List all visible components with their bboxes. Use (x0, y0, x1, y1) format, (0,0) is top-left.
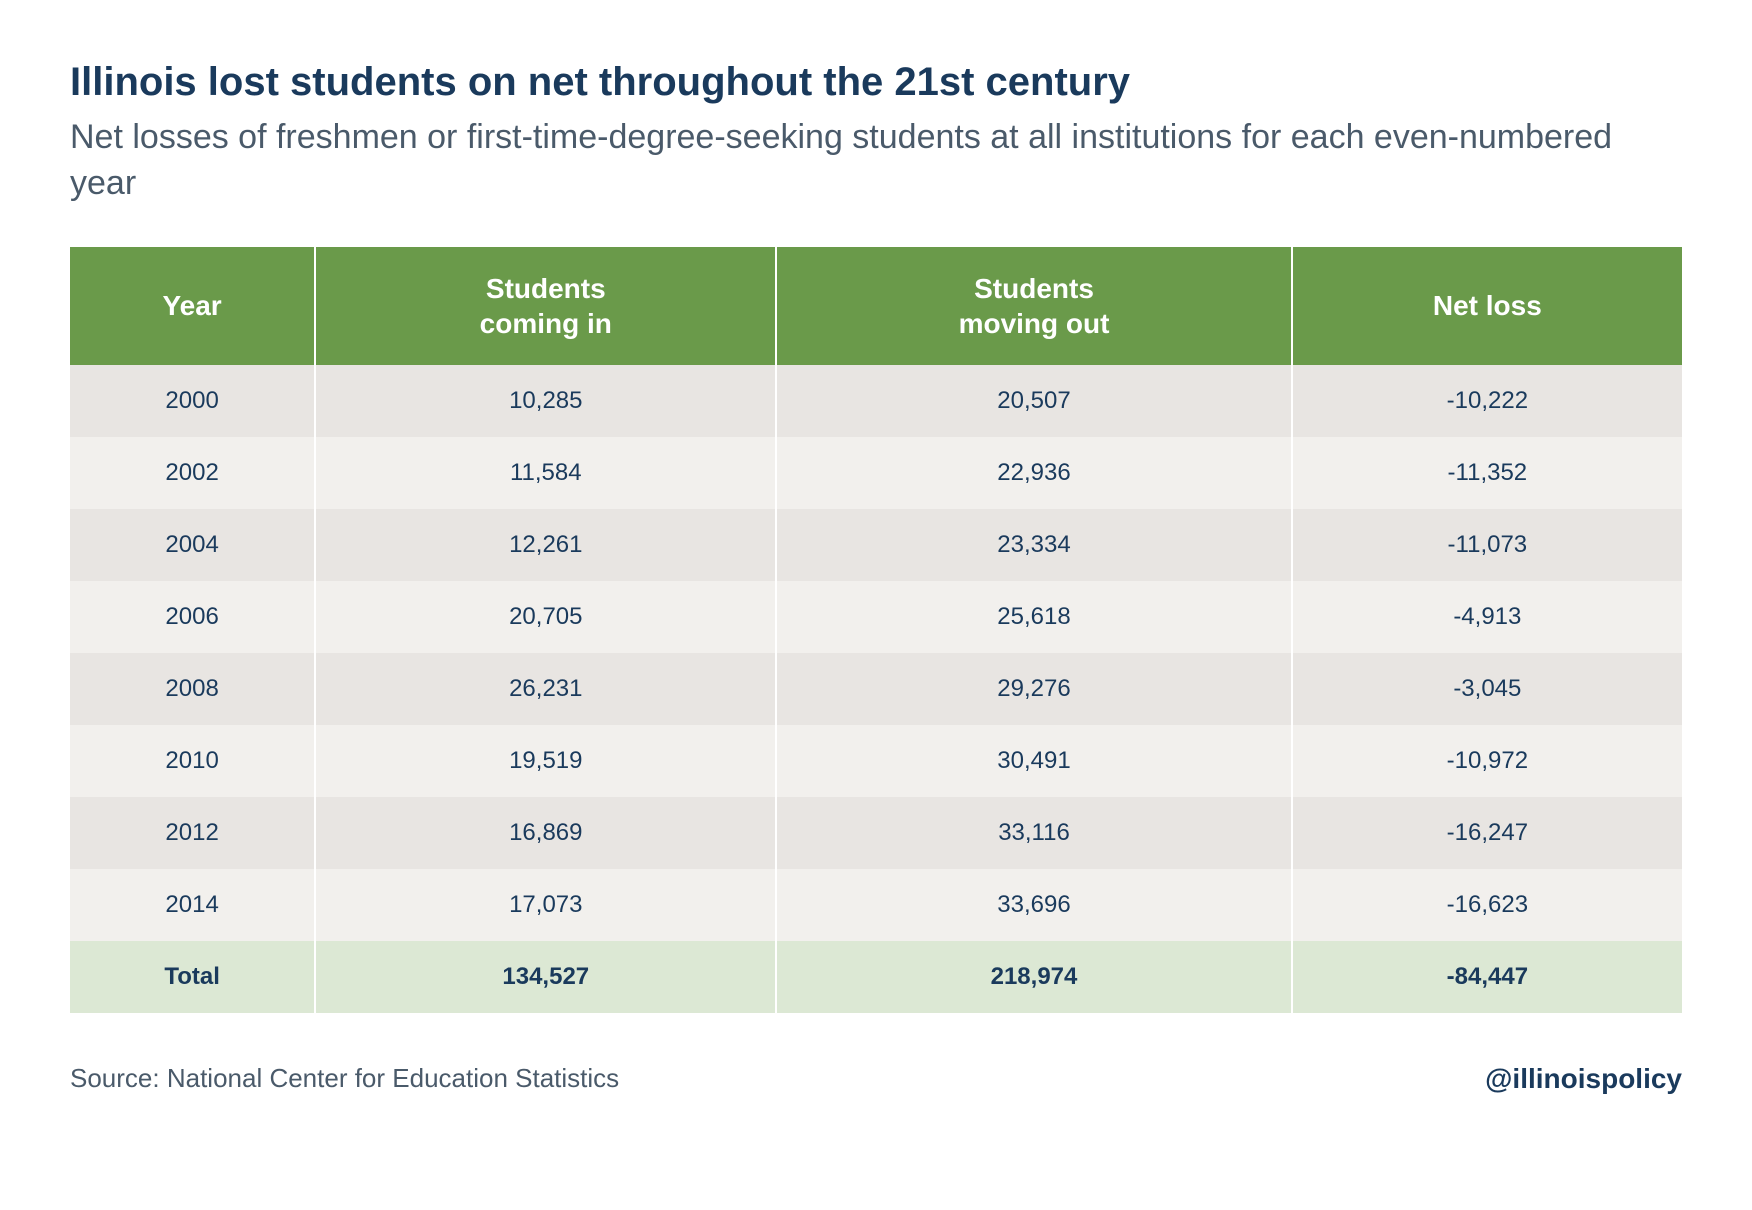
table-cell: -11,352 (1292, 437, 1682, 509)
table-body: 200010,28520,507-10,222200211,58422,936-… (70, 365, 1682, 1013)
table-cell: 30,491 (776, 725, 1291, 797)
data-table: Year Studentscoming in Studentsmoving ou… (70, 247, 1682, 1013)
table-cell: -11,073 (1292, 509, 1682, 581)
table-cell: -3,045 (1292, 653, 1682, 725)
col-header-moving-out: Studentsmoving out (776, 247, 1291, 365)
table-row: 200412,26123,334-11,073 (70, 509, 1682, 581)
footer: Source: National Center for Education St… (70, 1063, 1682, 1095)
table-cell: 23,334 (776, 509, 1291, 581)
table-cell: 2000 (70, 365, 315, 437)
table-total-cell: -84,447 (1292, 941, 1682, 1013)
table-cell: 2004 (70, 509, 315, 581)
table-row: 201216,86933,116-16,247 (70, 797, 1682, 869)
table-row: 201019,51930,491-10,972 (70, 725, 1682, 797)
table-cell: 33,696 (776, 869, 1291, 941)
col-header-coming-in: Studentscoming in (315, 247, 776, 365)
table-row: 200211,58422,936-11,352 (70, 437, 1682, 509)
table-cell: 2002 (70, 437, 315, 509)
table-cell: 17,073 (315, 869, 776, 941)
table-cell: -4,913 (1292, 581, 1682, 653)
source-text: Source: National Center for Education St… (70, 1063, 619, 1094)
col-header-year: Year (70, 247, 315, 365)
table-cell: 33,116 (776, 797, 1291, 869)
table-cell: 29,276 (776, 653, 1291, 725)
table-row: 200620,70525,618-4,913 (70, 581, 1682, 653)
table-cell: 22,936 (776, 437, 1291, 509)
table-total-cell: 134,527 (315, 941, 776, 1013)
table-cell: 10,285 (315, 365, 776, 437)
chart-subtitle: Net losses of freshmen or first-time-deg… (70, 115, 1682, 207)
table-row: 200826,23129,276-3,045 (70, 653, 1682, 725)
table-cell: -16,247 (1292, 797, 1682, 869)
table-cell: -10,972 (1292, 725, 1682, 797)
table-total-row: Total134,527218,974-84,447 (70, 941, 1682, 1013)
table-cell: 11,584 (315, 437, 776, 509)
table-row: 201417,07333,696-16,623 (70, 869, 1682, 941)
table-cell: 16,869 (315, 797, 776, 869)
table-cell: 2012 (70, 797, 315, 869)
table-cell: -10,222 (1292, 365, 1682, 437)
table-header-row: Year Studentscoming in Studentsmoving ou… (70, 247, 1682, 365)
table-total-cell: 218,974 (776, 941, 1291, 1013)
table-cell: 20,507 (776, 365, 1291, 437)
table-cell: 2010 (70, 725, 315, 797)
table-cell: 25,618 (776, 581, 1291, 653)
table-cell: -16,623 (1292, 869, 1682, 941)
chart-title: Illinois lost students on net throughout… (70, 60, 1682, 105)
table-cell: 26,231 (315, 653, 776, 725)
twitter-handle: @illinoispolicy (1485, 1063, 1682, 1095)
table-total-cell: Total (70, 941, 315, 1013)
table-cell: 2006 (70, 581, 315, 653)
table-row: 200010,28520,507-10,222 (70, 365, 1682, 437)
table-cell: 2008 (70, 653, 315, 725)
table-cell: 20,705 (315, 581, 776, 653)
col-header-net-loss: Net loss (1292, 247, 1682, 365)
table-cell: 12,261 (315, 509, 776, 581)
table-cell: 2014 (70, 869, 315, 941)
table-cell: 19,519 (315, 725, 776, 797)
